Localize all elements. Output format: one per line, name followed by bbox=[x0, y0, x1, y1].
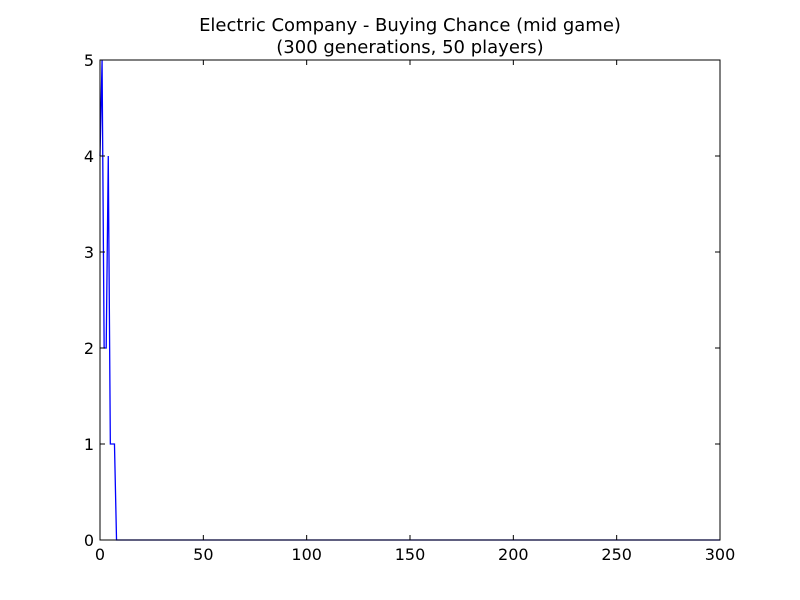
y-tick-label: 5 bbox=[84, 51, 94, 70]
ticks-layer: 0 50 100 150 200 250 300 0 1 2 3 4 5 bbox=[84, 51, 735, 564]
plot-area-frame bbox=[99, 59, 721, 541]
chart-subtitle: (300 generations, 50 players) bbox=[276, 37, 543, 58]
y-tick-label: 2 bbox=[84, 339, 94, 358]
series-layer bbox=[99, 59, 720, 541]
chart-title: Electric Company - Buying Chance (mid ga… bbox=[199, 15, 621, 36]
y-tick-label: 1 bbox=[84, 435, 94, 454]
x-tick-label: 100 bbox=[291, 545, 322, 564]
x-tick-label: 300 bbox=[705, 545, 736, 564]
series-line-0 bbox=[99, 59, 720, 541]
x-tick-label: 200 bbox=[498, 545, 529, 564]
y-tick-label: 3 bbox=[84, 243, 94, 262]
x-tick-label: 250 bbox=[601, 545, 632, 564]
x-tick-label: 50 bbox=[193, 545, 213, 564]
x-tick-label: 0 bbox=[95, 545, 105, 564]
y-tick-label: 0 bbox=[84, 531, 94, 550]
y-tick-label: 4 bbox=[84, 147, 94, 166]
x-tick-label: 150 bbox=[395, 545, 426, 564]
